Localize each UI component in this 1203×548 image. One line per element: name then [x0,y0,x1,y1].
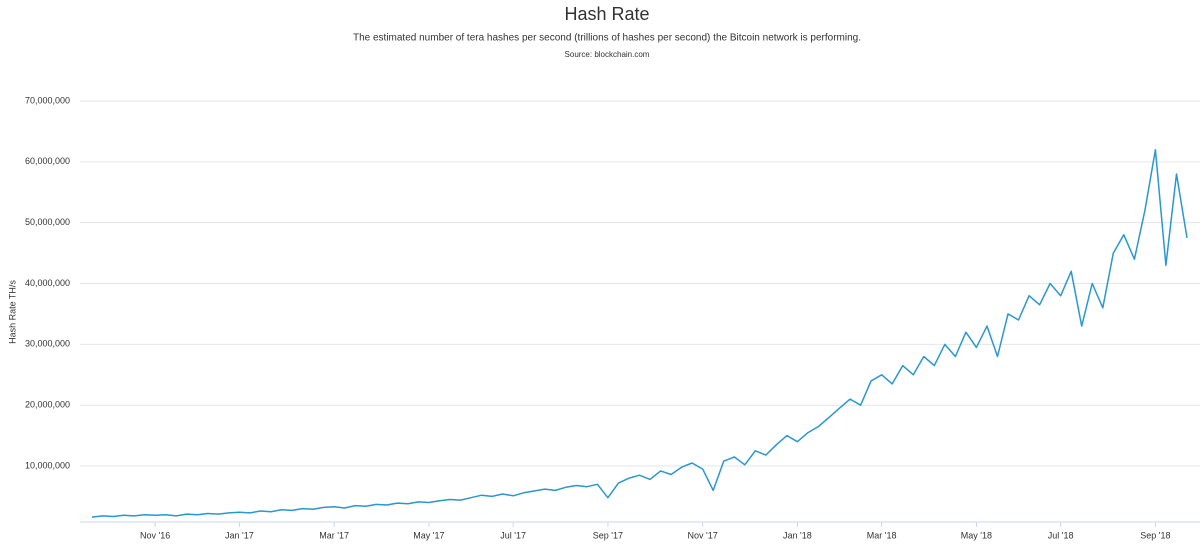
x-tick-label: Mar '18 [867,530,897,540]
y-tick-label: 20,000,000 [25,400,70,410]
y-tick-label: 10,000,000 [25,460,70,470]
x-tick-label: May '17 [413,530,444,540]
x-tick-label: Jan '17 [225,530,254,540]
y-tick-label: 60,000,000 [25,156,70,166]
x-tick-label: Nov '16 [140,530,170,540]
chart-source: Source: blockchain.com [565,50,650,59]
x-tick-label: Jul '18 [1048,530,1074,540]
x-tick-label: Jul '17 [500,530,526,540]
x-tick-label: Sep '17 [593,530,623,540]
y-tick-label: 30,000,000 [25,339,70,349]
x-tick-label: Jan '18 [783,530,812,540]
x-tick-label: Mar '17 [319,530,349,540]
x-tick-label: Sep '18 [1140,530,1170,540]
x-tick-label: Nov '17 [688,530,718,540]
chart-title: Hash Rate [564,4,649,24]
data-line [91,148,1188,518]
y-tick-label: 50,000,000 [25,217,70,227]
y-tick-label: 70,000,000 [25,95,70,105]
chart-subtitle: The estimated number of tera hashes per … [353,33,861,44]
y-tick-label: 40,000,000 [25,278,70,288]
y-axis-label: Hash Rate TH/s [7,280,17,344]
x-tick-label: May '18 [961,530,992,540]
